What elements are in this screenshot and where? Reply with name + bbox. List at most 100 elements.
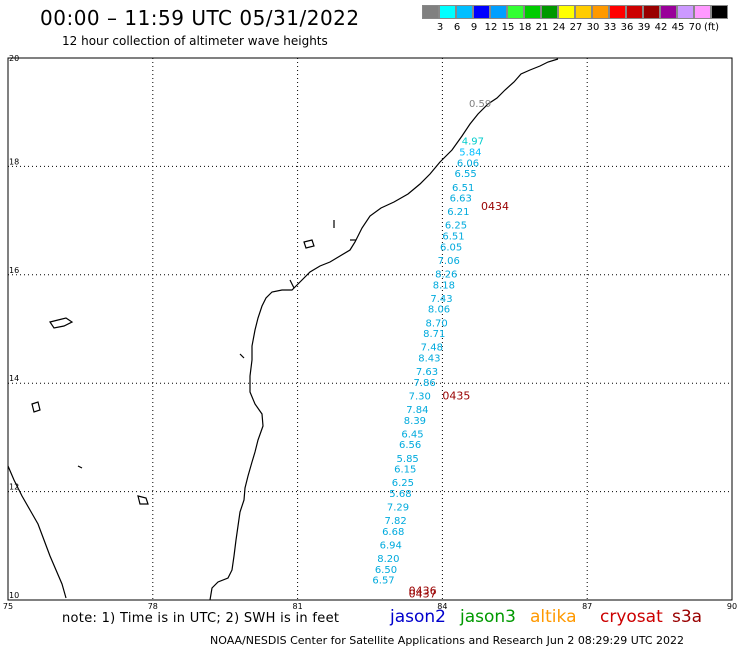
lon-tick-label: 90: [727, 602, 737, 611]
wave-height-value: 6.51: [452, 183, 474, 194]
wave-height-value: 7.86: [413, 378, 435, 389]
wave-height-value: 6.94: [380, 541, 402, 552]
page-title: 00:00 – 11:59 UTC 05/31/2022: [40, 6, 360, 30]
lake-4: [77, 465, 83, 469]
wave-height-value: 8.20: [377, 554, 399, 565]
wave-height-value: 7.30: [409, 391, 431, 402]
wave-height-value: 8.70: [426, 318, 448, 329]
satellite-jason2: jason2: [390, 607, 446, 627]
wave-height-value: 7.63: [416, 367, 438, 378]
wave-height-value: 6.06: [457, 158, 479, 169]
wave-height-labels: 0.594.975.846.066.556.516.636.216.256.51…: [372, 99, 491, 587]
longitude-labels: 75 78 81 84 87 90: [3, 602, 737, 611]
track-time-label: 0437: [409, 587, 437, 600]
lat-tick-label: 20: [9, 54, 19, 63]
color-swatch: [558, 5, 575, 19]
wave-height-value: 7.43: [430, 294, 452, 305]
coastline-west: [7, 465, 67, 599]
wave-height-value: 6.57: [372, 576, 394, 587]
wave-height-value: 7.82: [384, 516, 406, 527]
color-legend-label: 45: [671, 22, 685, 33]
color-swatch: [592, 5, 609, 19]
color-swatch: [575, 5, 592, 19]
satellite-cryosat: cryosat: [600, 607, 663, 627]
wave-height-value: 6.63: [450, 194, 472, 205]
color-swatch: [507, 5, 524, 19]
footnote: note: 1) Time is in UTC; 2) SWH is in fe…: [62, 611, 340, 626]
color-legend-label: 24: [552, 22, 566, 33]
color-swatch: [439, 5, 456, 19]
color-swatch: [643, 5, 660, 19]
color-legend-label: 36: [620, 22, 634, 33]
satellite-altika: altika: [530, 607, 577, 627]
color-swatch: [473, 5, 490, 19]
lon-tick-label: 84: [437, 602, 447, 611]
color-legend-label: 12: [484, 22, 498, 33]
wave-height-value: 6.55: [454, 169, 476, 180]
coastline: [7, 58, 559, 601]
wave-height-value: 0.59: [469, 99, 491, 110]
satellite-s3a: s3a: [672, 607, 703, 627]
color-swatch: [660, 5, 677, 19]
color-swatch: [456, 5, 473, 19]
lake-1: [49, 317, 74, 329]
wave-height-value: 7.48: [421, 343, 443, 354]
color-legend-label: 3: [436, 22, 444, 33]
wave-height-value: 6.25: [392, 478, 414, 489]
color-swatch: [541, 5, 558, 19]
color-legend-label: 18: [518, 22, 532, 33]
color-swatch: [490, 5, 507, 19]
color-legend-label: 21: [535, 22, 549, 33]
color-legend-label: 30: [586, 22, 600, 33]
island-2: [289, 279, 295, 289]
wave-height-value: 8.26: [435, 270, 457, 281]
wave-height-value: 6.05: [440, 242, 462, 253]
lon-tick-label: 78: [148, 602, 158, 611]
island-3: [303, 239, 315, 249]
track-time-label: 0435: [442, 389, 470, 402]
credit-line: NOAA/NESDIS Center for Satellite Applica…: [210, 634, 685, 647]
wave-height-value: 6.25: [445, 221, 467, 232]
color-swatch: [609, 5, 626, 19]
color-legend-label: 15: [501, 22, 515, 33]
latitude-labels: 20 18 16 14 12 10: [9, 54, 19, 600]
wave-height-value: 5.84: [459, 148, 481, 159]
wave-height-value: 6.56: [399, 440, 421, 451]
color-legend-unit: (ft): [704, 22, 720, 33]
color-swatch: [694, 5, 711, 19]
lake-2: [31, 401, 41, 413]
color-legend-label: 27: [569, 22, 583, 33]
wave-height-value: 7.29: [387, 503, 409, 514]
color-legend-label: 6: [453, 22, 461, 33]
color-swatch: [677, 5, 694, 19]
wave-height-value: 6.45: [401, 429, 423, 440]
color-legend-label: 39: [637, 22, 651, 33]
lat-tick-label: 14: [9, 374, 19, 383]
color-legend-label: 42: [654, 22, 668, 33]
wave-height-value: 6.21: [447, 207, 469, 218]
wave-height-value: 6.51: [442, 232, 464, 243]
lat-tick-label: 12: [9, 483, 19, 492]
color-legend-label: 70: [688, 22, 702, 33]
lake-3: [137, 495, 149, 505]
wave-height-value: 7.84: [406, 405, 428, 416]
map-frame: [7, 57, 733, 601]
color-legend-label: 9: [470, 22, 478, 33]
page-subtitle: 12 hour collection of altimeter wave hei…: [62, 34, 328, 48]
wave-height-value: 8.18: [433, 280, 455, 291]
track-time-label: 0436: [409, 585, 437, 598]
color-legend-label: 33: [603, 22, 617, 33]
lat-tick-label: 16: [9, 266, 19, 275]
track-time-label: 0434: [481, 200, 509, 213]
lon-tick-label: 75: [3, 602, 13, 611]
coastline-india: [209, 58, 559, 601]
wave-height-value: 6.68: [382, 527, 404, 538]
wave-height-value: 6.50: [375, 565, 397, 576]
wave-height-value: 6.15: [394, 465, 416, 476]
color-swatch: [626, 5, 643, 19]
lon-tick-label: 81: [293, 602, 303, 611]
wave-height-value: 5.68: [389, 489, 411, 500]
wave-height-value: 8.71: [423, 329, 445, 340]
